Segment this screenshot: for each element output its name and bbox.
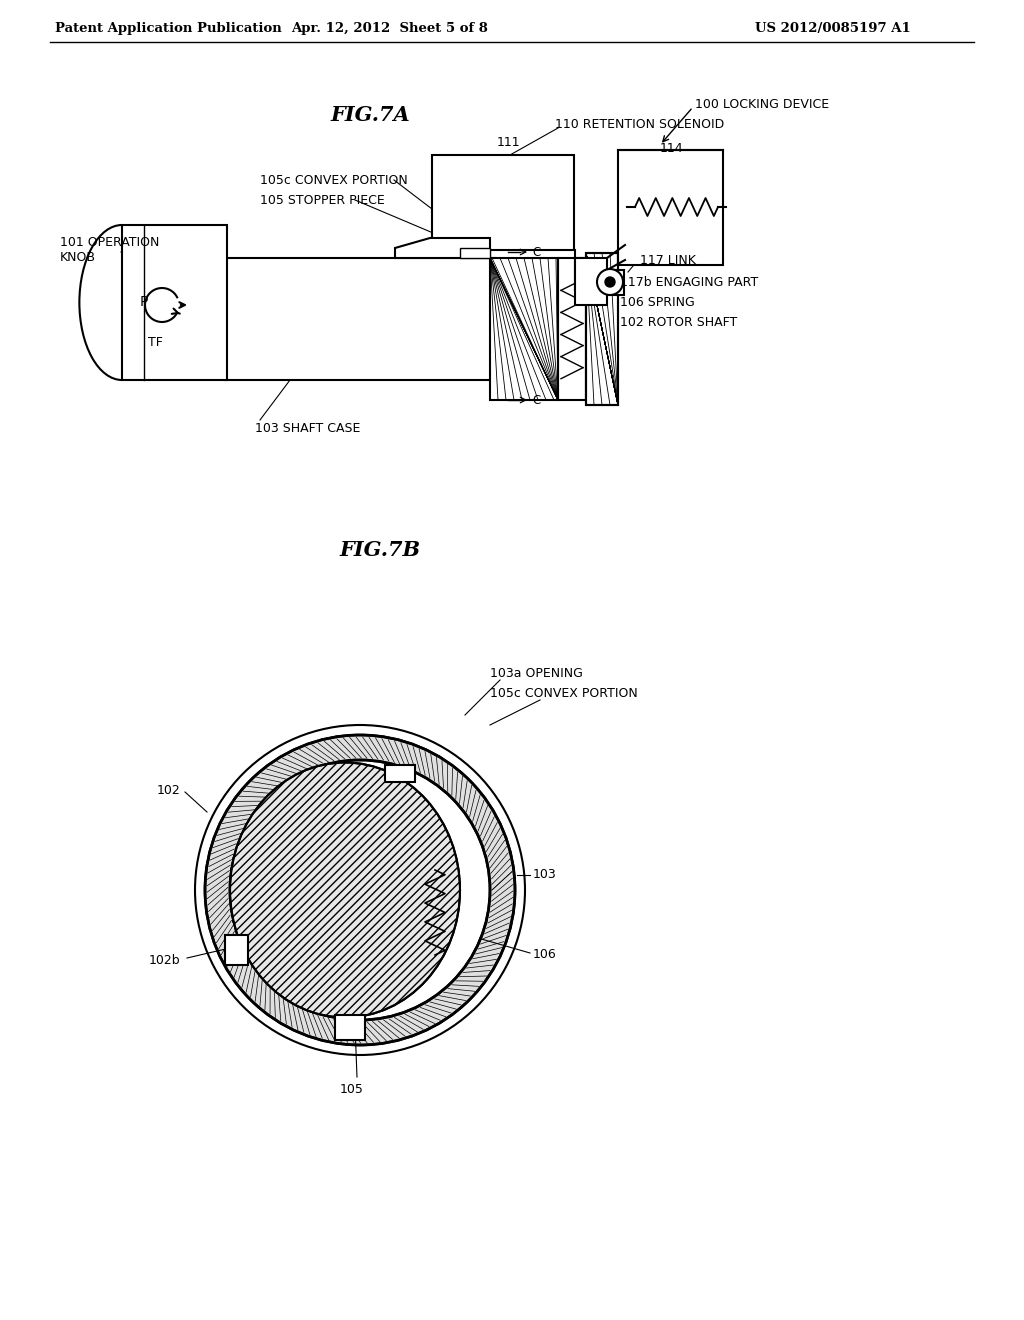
Text: 117b ENGAGING PART: 117b ENGAGING PART	[620, 276, 758, 289]
Polygon shape	[575, 257, 624, 305]
Bar	[586, 253, 618, 405]
Text: 102: 102	[157, 784, 180, 796]
Circle shape	[195, 725, 525, 1055]
Bar	[122, 224, 227, 380]
Polygon shape	[225, 935, 248, 965]
Bar	[432, 154, 574, 249]
Text: US 2012/0085197 A1: US 2012/0085197 A1	[755, 22, 910, 36]
Text: C: C	[532, 246, 541, 259]
Text: C: C	[532, 393, 541, 407]
Bar	[225, 257, 495, 380]
Polygon shape	[335, 1015, 365, 1040]
Text: 103a OPENING: 103a OPENING	[490, 667, 583, 680]
Bar	[618, 150, 723, 265]
Bar	[490, 257, 558, 400]
Polygon shape	[460, 248, 490, 257]
Circle shape	[597, 269, 623, 294]
Polygon shape	[395, 238, 490, 257]
Text: 105: 105	[340, 1082, 364, 1096]
Text: 101 OPERATION
KNOB: 101 OPERATION KNOB	[60, 236, 160, 264]
Text: 117 LINK: 117 LINK	[640, 253, 696, 267]
Text: FIG.7A: FIG.7A	[330, 106, 410, 125]
Text: FIG.7B: FIG.7B	[339, 540, 421, 560]
Ellipse shape	[230, 763, 460, 1018]
Text: 114: 114	[660, 141, 684, 154]
Text: 103: 103	[534, 869, 557, 882]
Polygon shape	[385, 766, 415, 781]
Text: Apr. 12, 2012  Sheet 5 of 8: Apr. 12, 2012 Sheet 5 of 8	[292, 22, 488, 36]
Text: 102b: 102b	[148, 953, 180, 966]
Bar	[558, 257, 586, 400]
Text: 102 ROTOR SHAFT: 102 ROTOR SHAFT	[620, 315, 737, 329]
Text: 105c CONVEX PORTION: 105c CONVEX PORTION	[490, 686, 638, 700]
Text: 106 SPRING: 106 SPRING	[620, 296, 694, 309]
Text: P: P	[139, 294, 148, 309]
Text: 110 RETENTION SOLENOID: 110 RETENTION SOLENOID	[555, 119, 724, 132]
Text: 103 SHAFT CASE: 103 SHAFT CASE	[255, 421, 360, 434]
Circle shape	[205, 735, 515, 1045]
Bar	[490, 257, 558, 400]
Text: TF: TF	[148, 335, 163, 348]
Text: 106: 106	[534, 949, 557, 961]
Bar	[586, 253, 618, 405]
Text: 100 LOCKING DEVICE: 100 LOCKING DEVICE	[695, 99, 829, 111]
Text: 105c CONVEX PORTION: 105c CONVEX PORTION	[260, 173, 408, 186]
Text: Patent Application Publication: Patent Application Publication	[55, 22, 282, 36]
Text: 105 STOPPER PIECE: 105 STOPPER PIECE	[260, 194, 385, 206]
Text: 111: 111	[497, 136, 520, 149]
Circle shape	[230, 760, 490, 1020]
Circle shape	[605, 277, 615, 286]
